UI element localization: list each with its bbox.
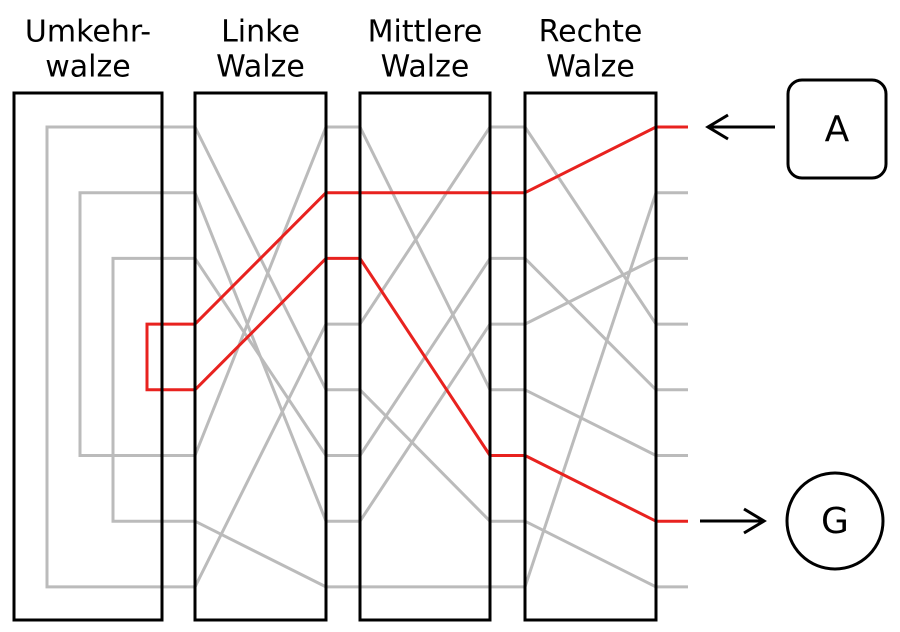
rotor-title: Walze: [216, 50, 305, 85]
wire: [523, 192, 658, 588]
signal-path: [193, 257, 328, 391]
rotor-box: [193, 91, 328, 622]
rotor-title: Walze: [546, 50, 635, 85]
wire: [193, 126, 328, 457]
rotor-title: Umkehr-: [25, 15, 151, 50]
wire: [45, 125, 195, 589]
output-label: G: [821, 501, 849, 542]
rotor-box: [12, 91, 164, 622]
signal-path: [145, 322, 195, 392]
wire: [193, 323, 328, 588]
signal-path: [358, 257, 492, 457]
input-arrow: [705, 113, 775, 141]
rotor-box: [358, 91, 492, 622]
wire: [78, 191, 195, 457]
signal-path: [193, 191, 328, 326]
wire: [358, 323, 492, 523]
wire: [523, 257, 658, 391]
rotors: Umkehr-walzeLinkeWalzeMittlereWalzeRecht…: [12, 15, 658, 622]
input-key: [786, 78, 888, 180]
rotor-title: Linke: [221, 15, 300, 50]
rotor-title: Mittlere: [368, 15, 483, 50]
rotor-title: Rechte: [539, 15, 643, 50]
output-lamp: [785, 471, 885, 571]
signal-path: [524, 125, 657, 195]
signal-path: [524, 454, 657, 523]
wire: [524, 257, 657, 326]
wire: [111, 256, 195, 523]
wire: [358, 126, 492, 325]
rotor-box: [523, 91, 658, 622]
rotor-title: Walze: [381, 50, 470, 85]
wiring: [45, 125, 688, 589]
rotor-title: walze: [45, 50, 130, 85]
wire: [523, 126, 658, 325]
wire: [194, 519, 327, 589]
output-arrow: [700, 507, 767, 535]
input-label: A: [825, 109, 850, 150]
wire: [358, 388, 492, 523]
wire: [524, 519, 657, 589]
wire: [524, 388, 657, 457]
wire: [193, 257, 328, 457]
wire: [358, 126, 492, 391]
